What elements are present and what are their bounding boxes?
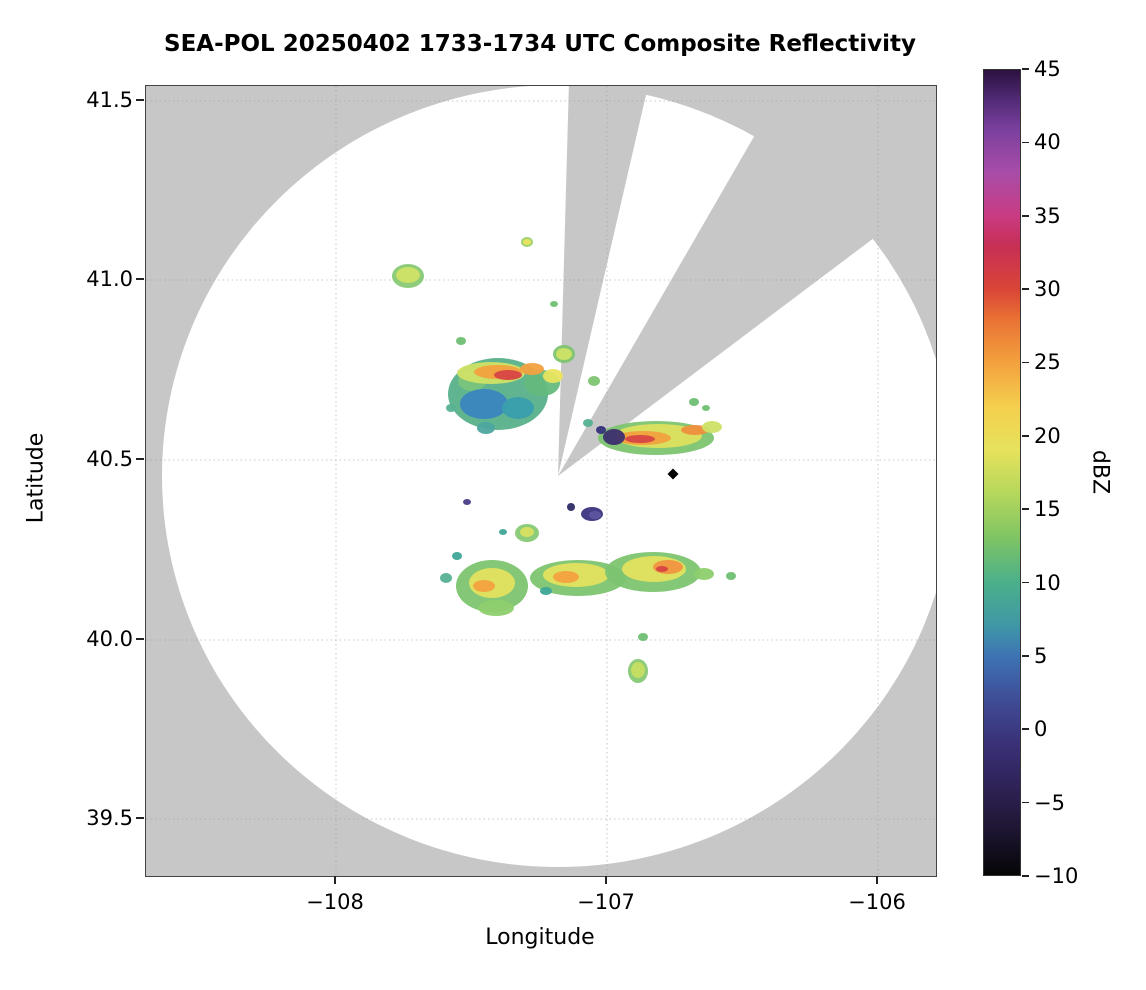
reflectivity-echo (499, 529, 507, 535)
reflectivity-echo (478, 600, 514, 616)
reflectivity-echo (543, 369, 563, 383)
y-tick-mark (136, 817, 144, 819)
reflectivity-echo (726, 572, 736, 580)
y-tick-label: 40.0 (86, 627, 133, 651)
x-tick-label: −106 (848, 890, 906, 914)
reflectivity-echo (583, 419, 593, 427)
reflectivity-echo (473, 580, 495, 592)
reflectivity-echo (463, 499, 471, 505)
reflectivity-echo (702, 405, 710, 411)
colorbar-tick-mark (1022, 68, 1029, 70)
radar-plot-canvas (146, 86, 936, 876)
colorbar-gradient (983, 69, 1021, 876)
reflectivity-echo (567, 503, 575, 511)
plot-area (145, 85, 937, 877)
colorbar-tick-label: 35 (1034, 203, 1061, 228)
colorbar-tick-mark (1022, 288, 1029, 290)
x-axis-label: Longitude (485, 925, 595, 950)
reflectivity-echo (589, 511, 601, 519)
reflectivity-echo (452, 552, 462, 560)
colorbar-tick-mark (1022, 214, 1029, 217)
reflectivity-echo (440, 573, 452, 583)
reflectivity-echo (625, 435, 655, 443)
reflectivity-echo (460, 389, 508, 419)
colorbar-tick-mark (1022, 728, 1029, 731)
colorbar-tick-mark (1022, 801, 1029, 804)
reflectivity-echo (702, 421, 722, 433)
reflectivity-echo (523, 239, 531, 245)
colorbar-tick-label: −10 (1034, 864, 1079, 888)
colorbar-tick-label: 45 (1034, 57, 1061, 81)
y-tick-mark (136, 99, 144, 101)
colorbar-tick-mark (1022, 655, 1029, 657)
reflectivity-echo (446, 404, 456, 412)
reflectivity-echo (494, 370, 522, 380)
colorbar-label: dBZ (1087, 449, 1113, 495)
reflectivity-echo (520, 527, 534, 537)
x-tick-label: −107 (577, 890, 635, 914)
reflectivity-echo (689, 398, 699, 406)
y-tick-label: 41.0 (86, 267, 133, 291)
y-tick-label: 39.5 (86, 806, 133, 830)
colorbar-tick-label: 40 (1034, 130, 1061, 155)
reflectivity-echo (553, 571, 579, 583)
x-tick-mark (334, 876, 336, 884)
reflectivity-echo (653, 560, 683, 574)
colorbar-tick-label: 0 (1034, 717, 1048, 742)
colorbar-tick-label: 20 (1034, 423, 1061, 448)
reflectivity-echo (603, 429, 625, 445)
y-tick-mark (136, 458, 144, 460)
colorbar-tick-label: 10 (1034, 570, 1061, 595)
colorbar-tick-label: 15 (1034, 497, 1061, 522)
colorbar-tick-mark (1022, 508, 1029, 510)
y-tick-mark (136, 638, 144, 640)
colorbar-tick-label: 25 (1034, 350, 1061, 375)
reflectivity-echo (477, 422, 495, 434)
x-tick-label: −108 (306, 890, 364, 914)
y-tick-label: 40.5 (86, 447, 133, 471)
colorbar-tick-label: 30 (1034, 277, 1061, 302)
x-tick-mark (605, 876, 607, 884)
reflectivity-echo (502, 397, 534, 419)
reflectivity-echo (656, 566, 668, 572)
reflectivity-echo (456, 337, 466, 345)
colorbar-tick-mark (1022, 141, 1029, 144)
x-tick-mark (876, 876, 878, 884)
colorbar-tick-label: 5 (1034, 643, 1048, 668)
colorbar-tick-mark (1022, 361, 1029, 364)
y-axis-label: Latitude (23, 432, 49, 524)
site-diamond-marker (667, 468, 679, 480)
colorbar-tick-mark (1022, 581, 1029, 584)
y-tick-label: 41.5 (86, 88, 133, 112)
y-tick-mark (136, 278, 144, 280)
reflectivity-echo (694, 568, 714, 580)
reflectivity-echo (550, 301, 558, 307)
reflectivity-echo (681, 425, 709, 435)
colorbar-tick-mark (1022, 875, 1029, 877)
colorbar-tick-mark (1022, 435, 1029, 437)
chart-title: SEA-POL 20250402 1733-1734 UTC Composite… (164, 31, 916, 57)
reflectivity-echo (556, 348, 572, 360)
colorbar-tick-label: −5 (1034, 790, 1065, 815)
reflectivity-echo (631, 662, 645, 678)
reflectivity-echo (540, 587, 552, 595)
reflectivity-echo (396, 267, 420, 283)
reflectivity-echo (596, 426, 606, 434)
reflectivity-echo (588, 376, 600, 386)
blocked-sector-wedge (558, 86, 926, 476)
reflectivity-echo (638, 633, 648, 641)
reflectivity-echo (520, 363, 544, 375)
